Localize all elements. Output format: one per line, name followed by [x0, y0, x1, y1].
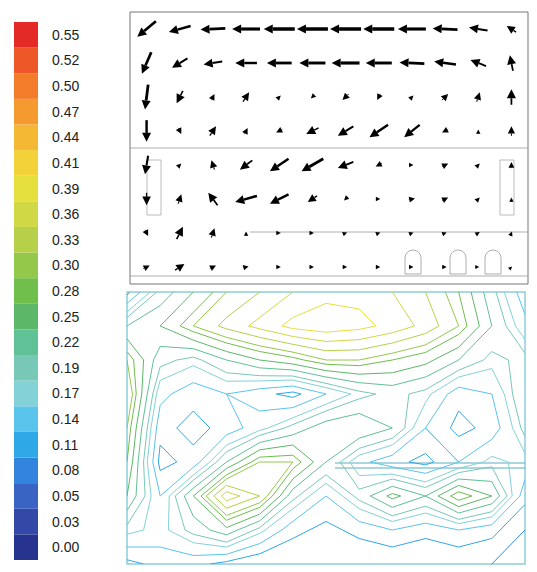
svg-text:0.17: 0.17 [52, 385, 79, 401]
svg-text:0.36: 0.36 [52, 206, 79, 222]
svg-text:0.41: 0.41 [52, 155, 79, 171]
svg-text:0.19: 0.19 [52, 360, 79, 376]
svg-text:0.28: 0.28 [52, 283, 79, 299]
svg-text:0.14: 0.14 [52, 411, 79, 427]
svg-text:0.03: 0.03 [52, 514, 79, 530]
svg-text:0.22: 0.22 [52, 334, 79, 350]
svg-text:0.00: 0.00 [52, 539, 79, 555]
svg-text:0.55: 0.55 [52, 27, 79, 43]
svg-text:0.50: 0.50 [52, 78, 79, 94]
svg-text:0.39: 0.39 [52, 181, 79, 197]
svg-text:0.52: 0.52 [52, 52, 79, 68]
svg-text:0.11: 0.11 [52, 437, 78, 453]
svg-text:0.25: 0.25 [52, 309, 79, 325]
svg-text:0.08: 0.08 [52, 462, 79, 478]
svg-text:0.44: 0.44 [52, 129, 79, 145]
svg-text:0.33: 0.33 [52, 232, 79, 248]
svg-text:0.05: 0.05 [52, 488, 79, 504]
svg-text:0.30: 0.30 [52, 257, 79, 273]
svg-text:0.47: 0.47 [52, 104, 79, 120]
